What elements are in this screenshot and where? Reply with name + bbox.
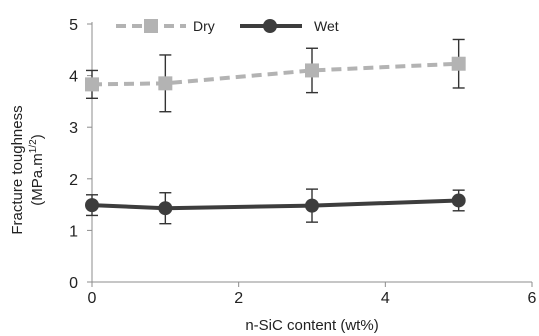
y-tick-label: 0 [69,275,78,292]
y-ticks: 0 1 2 3 4 5 [69,17,92,292]
legend-item-dry: Dry [116,18,215,34]
legend-swatch-marker-wet [263,19,277,33]
series-layer [85,38,466,225]
y-tick-label: 2 [69,172,78,189]
chart-legend: Dry Wet [116,18,339,34]
legend-item-wet: Wet [240,18,339,34]
x-ticks: 0 2 4 6 [88,282,537,307]
series-dry [85,38,466,113]
data-point-dry [158,76,173,91]
legend-swatch-marker-dry [144,19,158,33]
y-axis-unit-suffix: ) [29,134,46,139]
y-tick-label: 1 [69,223,78,240]
y-axis-title: Fracture toughness (MPa.m1/2) [9,105,46,234]
x-tick-label: 4 [381,290,390,307]
y-axis-title-unit: (MPa.m1/2) [28,134,46,205]
legend-label-wet: Wet [314,18,339,34]
data-point-wet [305,198,319,213]
y-tick-label: 4 [69,69,78,86]
y-tick-label: 5 [69,17,78,34]
chart-axes: 0 1 2 3 4 5 0 2 4 6 [69,17,536,307]
data-point-wet [85,198,99,213]
legend-label-dry: Dry [193,18,215,34]
x-axis-title: n-SiC content (wt%) [245,317,378,334]
y-axis-unit-prefix: (MPa.m [29,153,46,206]
series-line-dry [91,61,459,87]
x-tick-label: 0 [88,290,97,307]
x-tick-label: 6 [528,290,537,307]
data-point-wet [451,193,466,208]
y-axis-unit-exponent: 1/2 [28,139,39,153]
data-point-wet [158,201,173,216]
y-axis-title-main: Fracture toughness [9,105,26,234]
series-wet [85,188,466,225]
series-line-wet [91,198,459,211]
data-point-dry [305,63,319,78]
x-tick-label: 2 [234,290,243,307]
y-tick-label: 3 [69,120,78,137]
data-point-dry [85,77,99,92]
data-point-dry [451,56,466,71]
